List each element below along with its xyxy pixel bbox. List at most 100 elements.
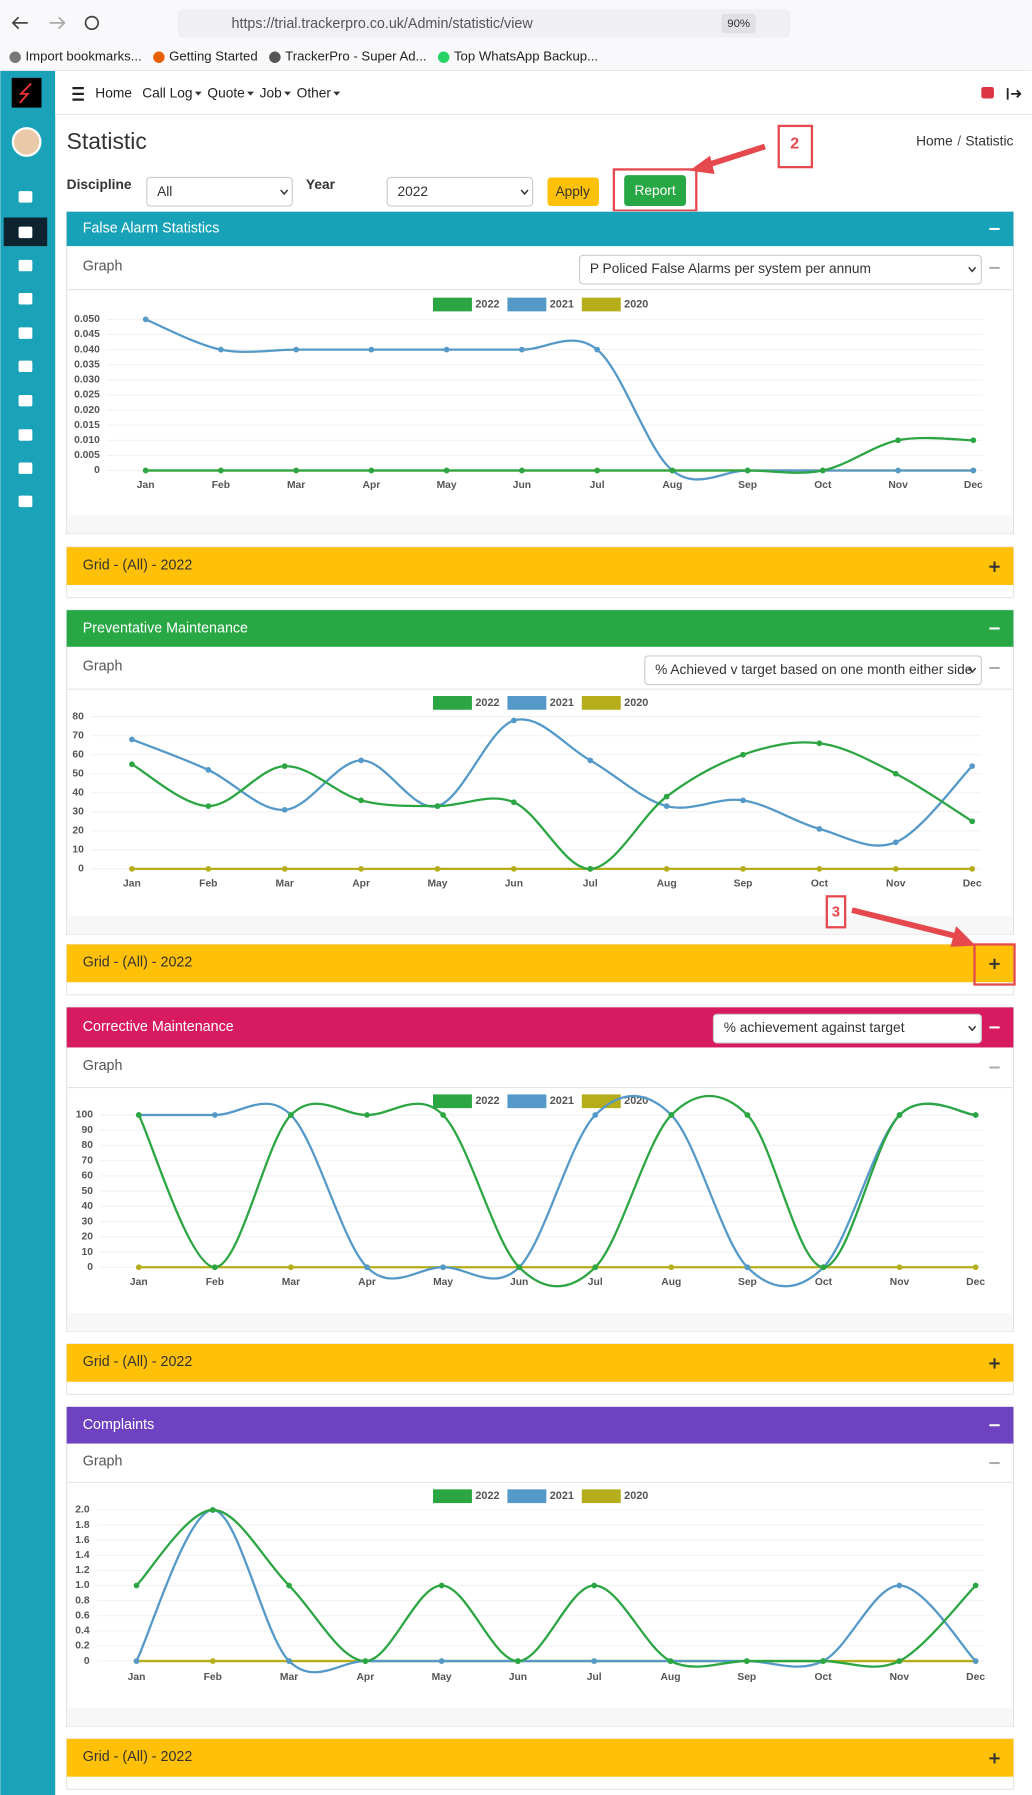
- x-tick-label: Oct: [811, 878, 829, 889]
- y-tick-label: 1.4: [75, 1550, 90, 1561]
- year-select[interactable]: [386, 176, 534, 207]
- bookmark[interactable]: Getting Started: [169, 49, 258, 64]
- bookmark[interactable]: TrackerPro - Super Ad...: [285, 49, 426, 64]
- logo[interactable]: [11, 77, 42, 108]
- x-tick-label: Dec: [964, 480, 983, 491]
- legend-swatch[interactable]: [507, 1489, 547, 1504]
- legend-label: 2020: [624, 697, 648, 709]
- annotation-arrow: [851, 907, 959, 940]
- nav-item[interactable]: Call Log: [142, 85, 192, 100]
- graph-label: Graph: [83, 659, 123, 675]
- data-point: [438, 1658, 445, 1664]
- apply-button[interactable]: [547, 177, 599, 207]
- legend-label: 2022: [475, 1490, 499, 1502]
- logout-icon[interactable]: [1006, 88, 1022, 100]
- sidebar-icon[interactable]: [18, 191, 33, 203]
- data-point: [129, 736, 135, 743]
- sidebar-icon[interactable]: [18, 226, 33, 239]
- bookmark[interactable]: Import bookmarks...: [25, 49, 141, 64]
- menu-toggle[interactable]: [72, 87, 84, 101]
- sidebar-icon[interactable]: [18, 429, 33, 441]
- bookmark-icon: [437, 51, 450, 63]
- top-nav: [55, 70, 1032, 115]
- sidebar-icon[interactable]: [18, 462, 33, 474]
- series-line: [145, 436, 974, 474]
- grid-header[interactable]: [66, 944, 1014, 983]
- data-point: [293, 467, 300, 474]
- nav-item[interactable]: Home: [95, 85, 132, 100]
- data-point: [667, 1658, 674, 1664]
- x-tick-label: Nov: [890, 1277, 910, 1288]
- x-tick-label: Jul: [588, 1277, 603, 1288]
- forward-button[interactable]: [49, 16, 66, 30]
- highlight-box: [612, 168, 698, 212]
- sidebar-icon[interactable]: [18, 259, 33, 272]
- legend-swatch[interactable]: [507, 297, 547, 312]
- x-tick-label: Jan: [128, 1672, 146, 1683]
- legend-swatch[interactable]: [581, 696, 621, 710]
- nav-item[interactable]: Other: [297, 85, 332, 100]
- data-point: [669, 467, 676, 474]
- metric-select[interactable]: [578, 254, 982, 285]
- metric-select[interactable]: [644, 655, 982, 686]
- data-point: [587, 757, 594, 764]
- reload-button[interactable]: [84, 15, 100, 31]
- sidebar-icon[interactable]: [18, 360, 33, 373]
- apply-label: Apply: [556, 184, 590, 199]
- sidebar-icon[interactable]: [18, 327, 33, 339]
- legend-label: 2021: [550, 298, 574, 310]
- bookmark-icon: [269, 51, 281, 63]
- sidebar-icon[interactable]: [18, 495, 33, 508]
- legend-swatch[interactable]: [433, 1094, 472, 1109]
- legend-label: 2022: [475, 1095, 499, 1107]
- expand-icon[interactable]: [989, 958, 1000, 970]
- data-point: [892, 770, 899, 777]
- expand-icon[interactable]: [989, 561, 1000, 572]
- y-tick-label: 0.030: [74, 375, 100, 386]
- data-point: [288, 1112, 294, 1118]
- legend-swatch[interactable]: [581, 1489, 621, 1504]
- sidebar-icon[interactable]: [18, 293, 33, 305]
- report-button[interactable]: [624, 175, 686, 207]
- x-tick-label: Feb: [204, 1672, 222, 1683]
- legend-label: 2021: [550, 1490, 574, 1502]
- nav-item[interactable]: Quote: [207, 85, 245, 100]
- y-tick-label: 0.6: [75, 1610, 90, 1621]
- data-point: [663, 866, 670, 872]
- data-point: [972, 1112, 979, 1118]
- graph-label: Graph: [83, 1454, 123, 1470]
- grid-header[interactable]: [66, 1738, 1014, 1777]
- breadcrumb-link[interactable]: Home: [916, 134, 953, 149]
- bookmark[interactable]: Top WhatsApp Backup...: [454, 49, 598, 64]
- data-point: [816, 740, 823, 747]
- notification-icon[interactable]: [981, 87, 994, 99]
- x-tick-label: Sep: [737, 1672, 756, 1683]
- legend-swatch[interactable]: [433, 1489, 472, 1504]
- legend-swatch[interactable]: [581, 1094, 621, 1109]
- discipline-select[interactable]: [146, 176, 293, 207]
- legend-swatch[interactable]: [507, 696, 547, 710]
- avatar[interactable]: [11, 127, 42, 157]
- legend-swatch[interactable]: [581, 297, 621, 312]
- back-button[interactable]: [11, 16, 28, 30]
- x-tick-label: Jun: [510, 1277, 528, 1288]
- sidebar-icon[interactable]: [18, 394, 33, 407]
- expand-icon[interactable]: [989, 1753, 1000, 1764]
- bookmark-icon: [153, 51, 165, 63]
- data-point: [129, 866, 135, 872]
- metric-select[interactable]: [712, 1013, 982, 1044]
- x-tick-label: Mar: [287, 480, 305, 491]
- x-tick-label: Nov: [888, 480, 908, 491]
- data-point: [358, 797, 364, 804]
- nav-item[interactable]: Job: [260, 85, 282, 100]
- legend-swatch[interactable]: [433, 696, 472, 710]
- expand-icon[interactable]: [989, 1358, 1000, 1369]
- data-point: [587, 866, 594, 872]
- grid-header[interactable]: [66, 547, 1014, 585]
- legend-swatch[interactable]: [433, 297, 472, 312]
- grid-header[interactable]: [66, 1343, 1014, 1382]
- legend-swatch[interactable]: [507, 1094, 547, 1109]
- url-bar[interactable]: [177, 9, 791, 38]
- data-point: [440, 1112, 446, 1118]
- panel-card: [66, 1406, 1014, 1727]
